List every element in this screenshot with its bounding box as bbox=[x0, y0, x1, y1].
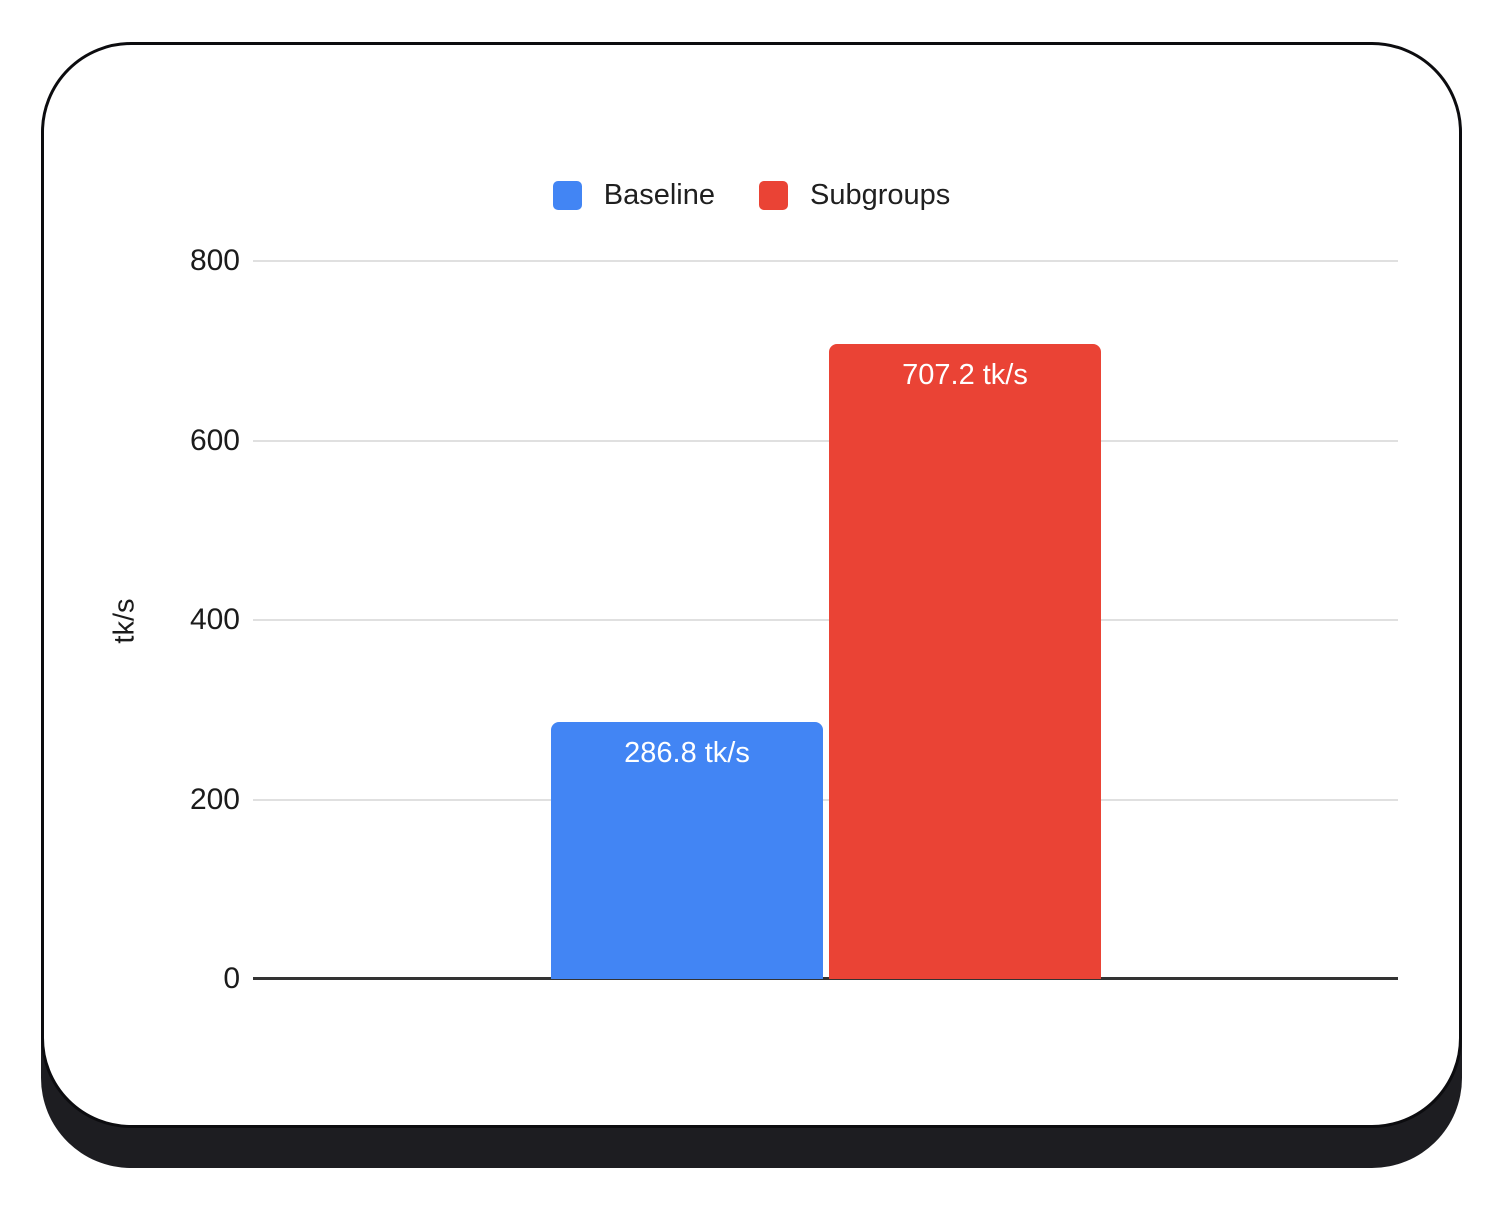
y-tick-0: 0 bbox=[223, 962, 240, 995]
bar-subgroups: 707.2 tk/s bbox=[829, 344, 1101, 979]
legend-label-subgroups: Subgroups bbox=[809, 179, 951, 211]
legend-item-subgroups: Subgroups bbox=[758, 179, 951, 211]
y-tick-600: 600 bbox=[189, 423, 240, 457]
plot-area: 286.8 tk/s 707.2 tk/s bbox=[253, 260, 1398, 980]
chart-legend: Baseline Subgroups bbox=[44, 181, 1459, 210]
baseline-swatch-icon bbox=[552, 181, 582, 210]
gridline-800 bbox=[253, 260, 1398, 262]
y-tick-400: 400 bbox=[189, 603, 240, 636]
gridline-200 bbox=[253, 798, 1398, 801]
chart-card: Baseline Subgroups tk/s 800 600 400 200 … bbox=[41, 42, 1462, 1128]
x-axis-line bbox=[253, 977, 1398, 980]
y-tick-200: 200 bbox=[189, 782, 240, 816]
gridline-400 bbox=[253, 619, 1398, 621]
gridline-600 bbox=[253, 439, 1398, 442]
bar-baseline: 286.8 tk/s bbox=[551, 721, 823, 979]
y-axis-tick-labels: 800 600 400 200 0 bbox=[44, 246, 240, 994]
y-tick-800: 800 bbox=[189, 244, 240, 277]
bar-subgroups-value-label: 707.2 tk/s bbox=[902, 359, 1028, 392]
legend-item-baseline: Baseline bbox=[552, 179, 715, 211]
subgroups-swatch-icon bbox=[758, 181, 788, 210]
legend-label-baseline: Baseline bbox=[603, 179, 715, 211]
bar-baseline-value-label: 286.8 tk/s bbox=[624, 736, 750, 769]
